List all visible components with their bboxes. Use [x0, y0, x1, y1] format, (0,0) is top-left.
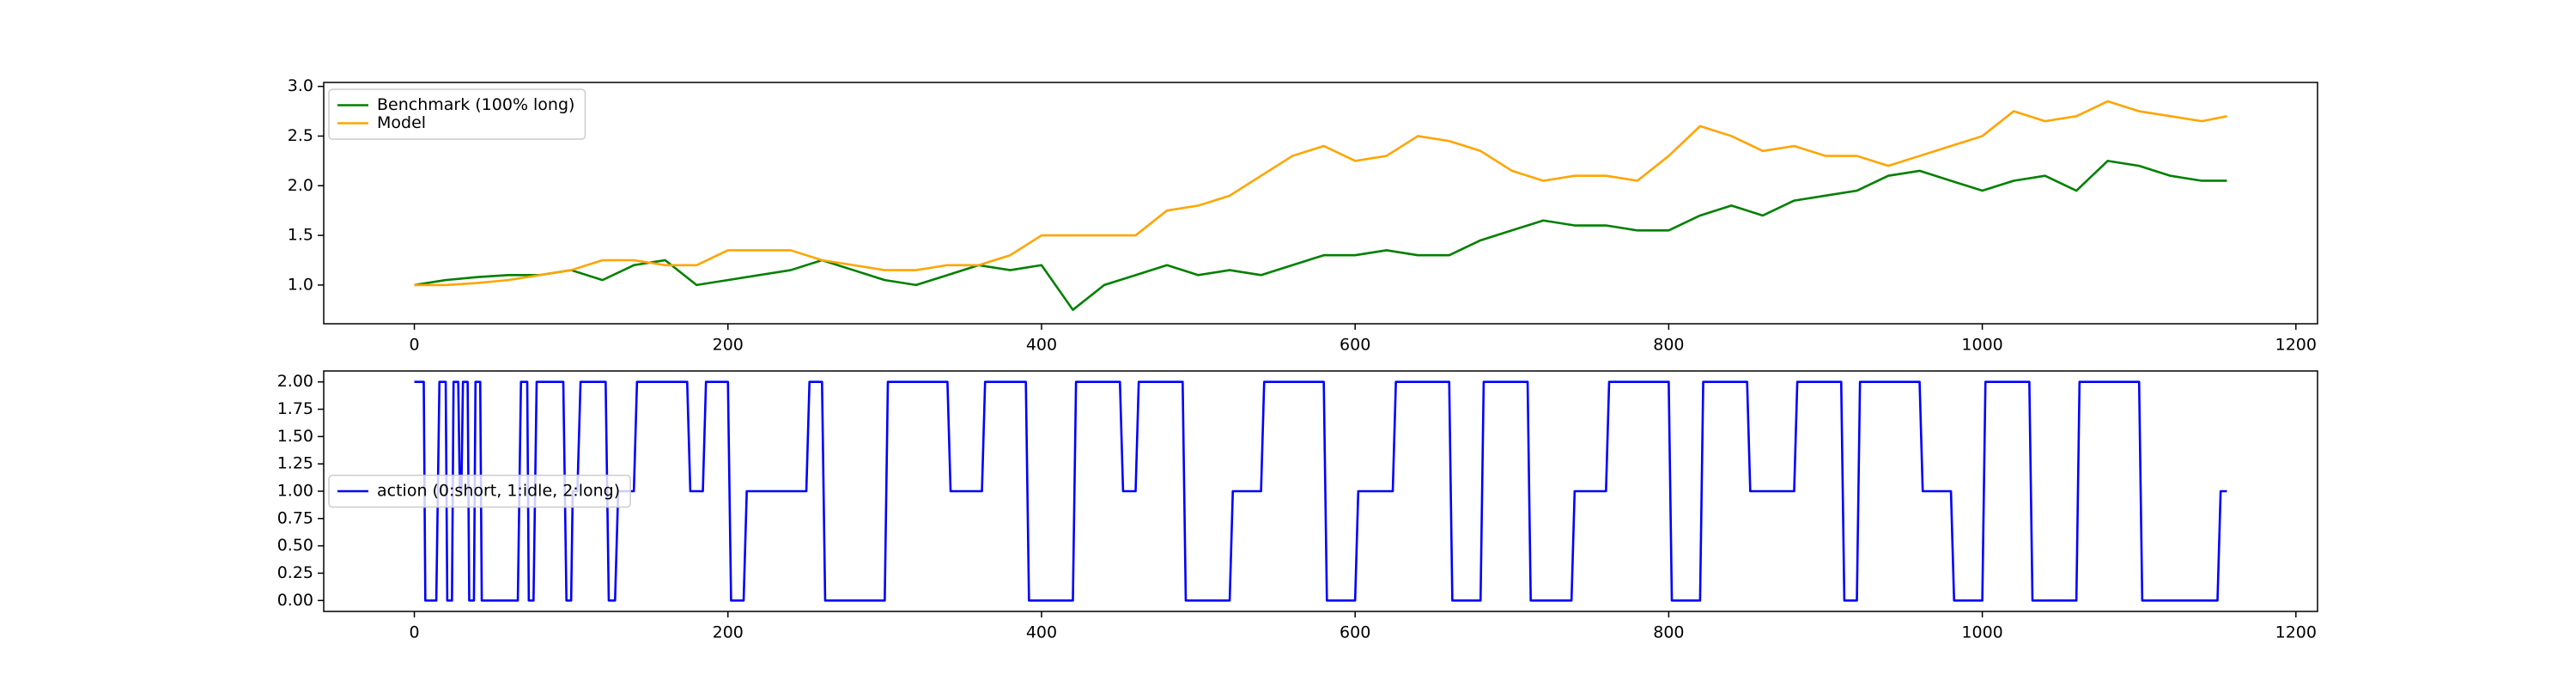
y-tick-label: 1.00	[277, 482, 313, 501]
x-tick-label: 1000	[1961, 623, 2002, 642]
x-tick-label: 600	[1340, 623, 1370, 642]
y-tick-label: 1.25	[277, 454, 313, 473]
y-tick-label: 1.50	[277, 427, 313, 446]
x-tick-label: 1000	[1961, 336, 2002, 355]
y-tick-label: 2.5	[288, 126, 313, 145]
series-line	[414, 100, 2227, 287]
y-tick-label: 0.00	[277, 591, 313, 610]
y-tick-label: 0.75	[277, 508, 313, 527]
y-tick-label: 0.25	[277, 563, 313, 582]
x-tick-label: 0	[409, 623, 419, 642]
y-tick-label: 1.75	[277, 399, 313, 418]
legend-label: Benchmark (100% long)	[377, 95, 574, 114]
y-tick-label: 2.00	[277, 372, 313, 391]
y-tick-label: 0.50	[277, 536, 313, 555]
y-tick-label: 1.0	[288, 275, 313, 294]
legend-box	[328, 474, 631, 508]
x-tick-label: 1200	[2275, 336, 2317, 355]
x-tick-label: 800	[1653, 336, 1684, 355]
y-tick-label: 3.0	[288, 76, 313, 95]
axes-frame	[323, 370, 2318, 612]
x-tick-label: 400	[1026, 623, 1057, 642]
x-tick-label: 0	[409, 336, 419, 355]
x-tick-label: 200	[713, 623, 744, 642]
legend: action (0:short, 1:idle, 2:long)	[328, 474, 631, 508]
y-tick-label: 2.0	[288, 176, 313, 195]
legend: Benchmark (100% long)Model	[328, 88, 586, 140]
series-line	[414, 160, 2227, 312]
legend-label: action (0:short, 1:idle, 2:long)	[377, 482, 620, 501]
x-tick-label: 400	[1026, 336, 1057, 355]
series-line	[414, 380, 2227, 602]
x-tick-label: 200	[713, 336, 744, 355]
legend-label: Model	[377, 113, 426, 132]
x-tick-label: 600	[1340, 336, 1370, 355]
legend-box	[328, 88, 586, 140]
axes-frame	[323, 82, 2318, 325]
y-tick-label: 1.5	[288, 226, 313, 245]
x-tick-label: 1200	[2275, 623, 2317, 642]
x-tick-label: 800	[1653, 623, 1684, 642]
